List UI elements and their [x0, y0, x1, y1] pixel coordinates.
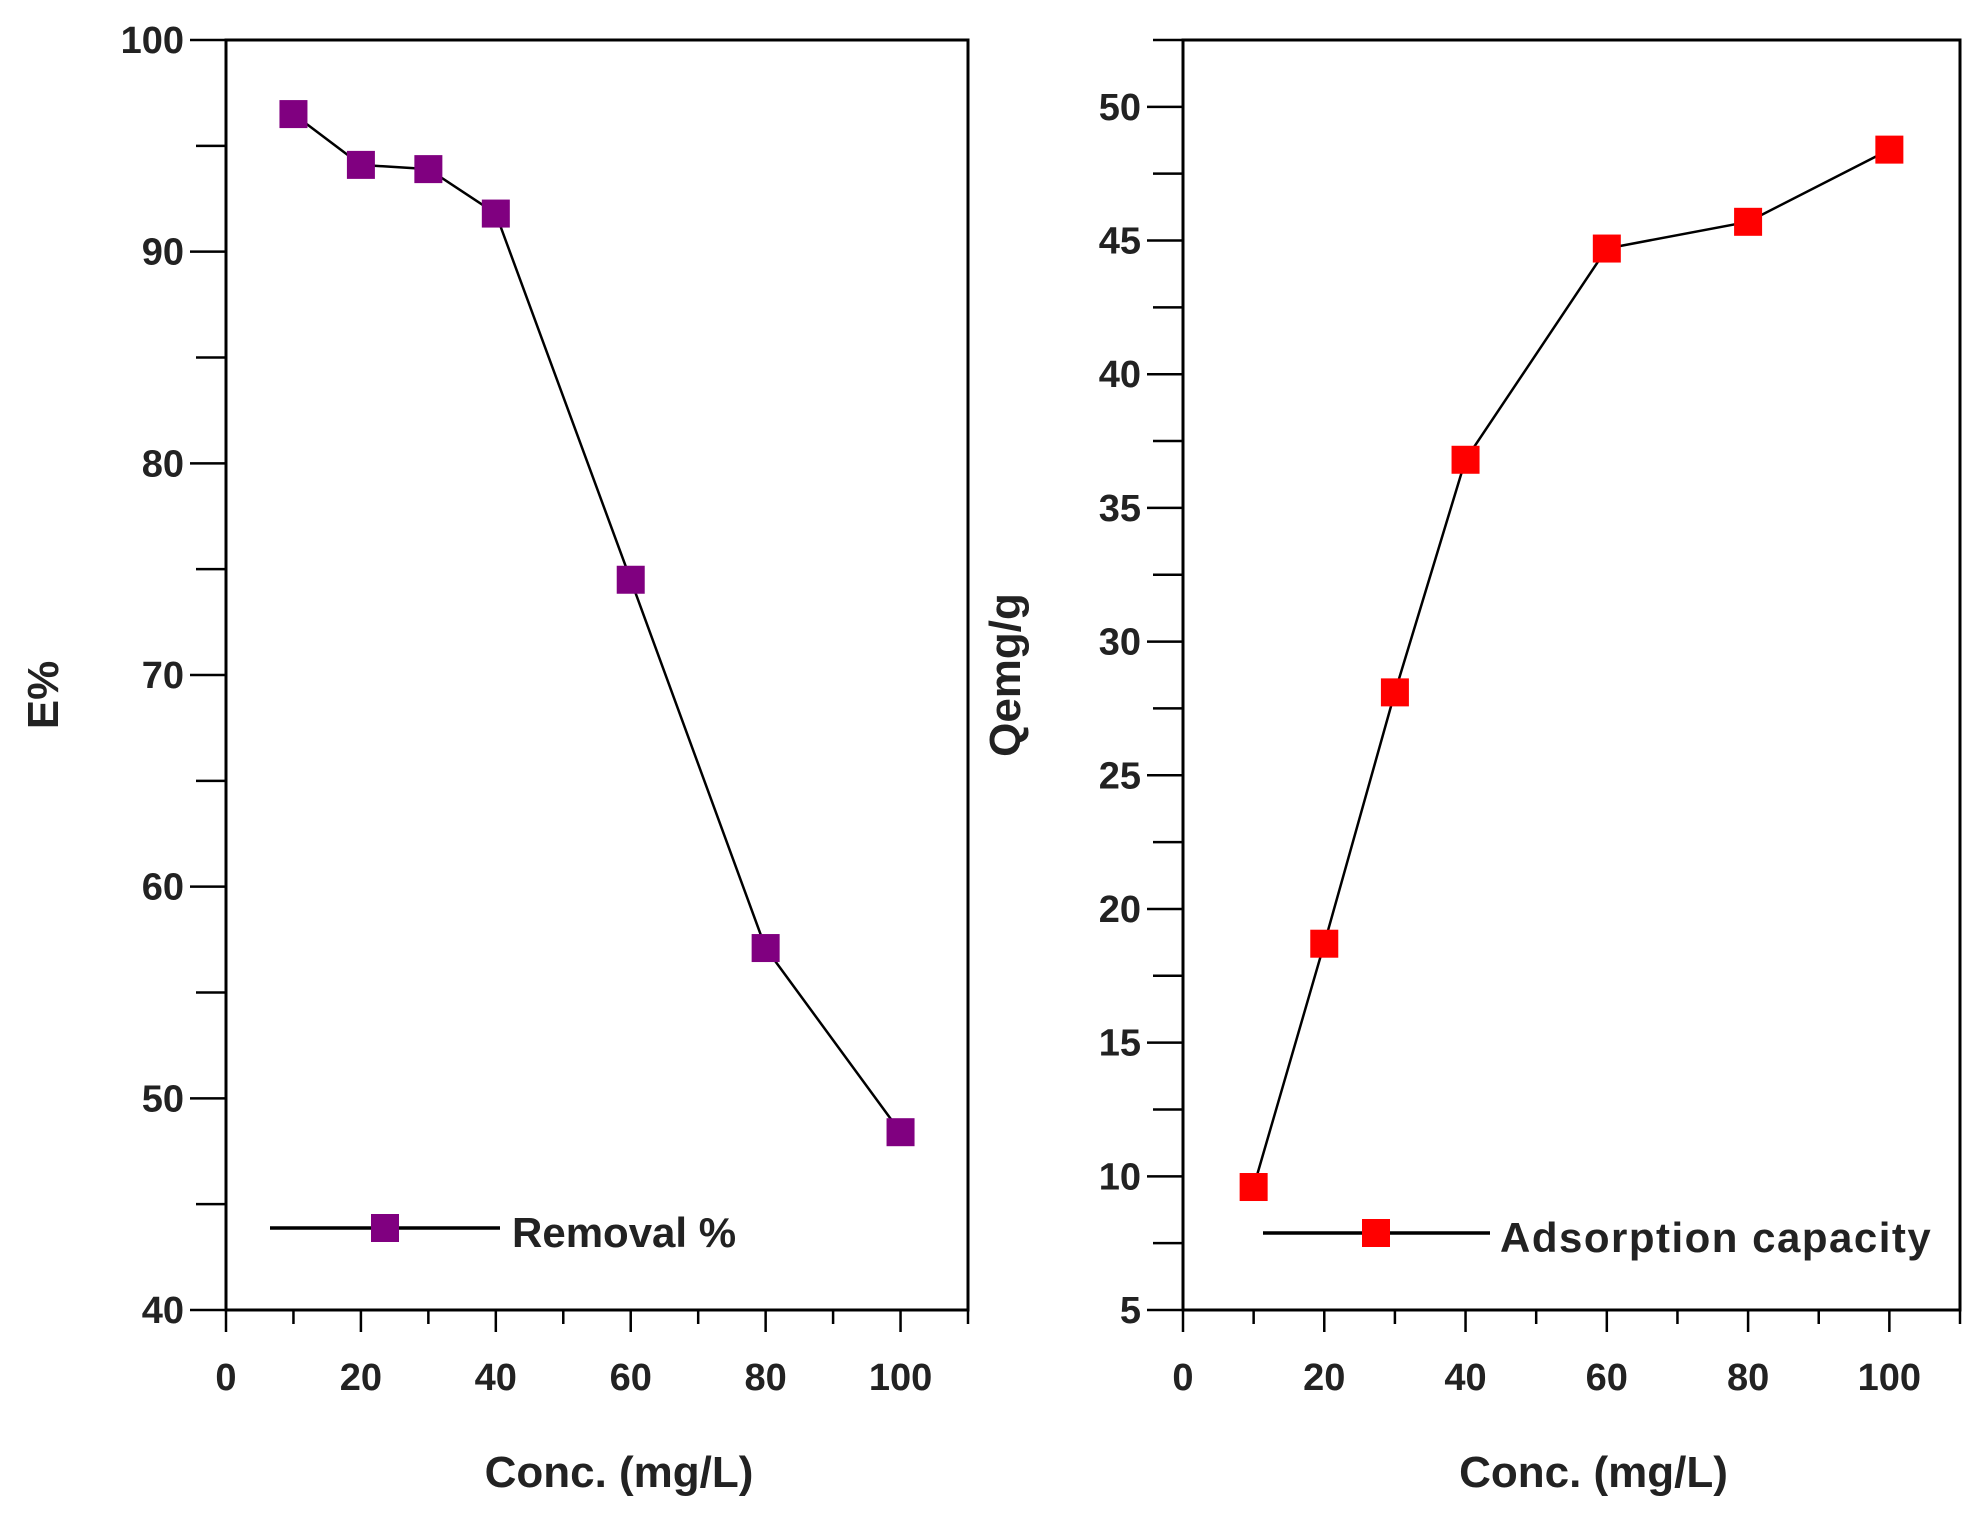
- data-point: [346, 150, 375, 179]
- data-point: [1310, 929, 1339, 958]
- y-tick-label: 5: [1120, 1290, 1141, 1332]
- y-tick-label: 35: [1099, 488, 1141, 530]
- x-tick-label: 0: [215, 1357, 236, 1399]
- legend-marker: [1362, 1219, 1390, 1247]
- y-tick-label: 80: [142, 443, 184, 485]
- y-tick-label: 90: [142, 232, 184, 274]
- x-tick-label: 60: [1586, 1357, 1628, 1399]
- y-tick-label: 100: [121, 20, 184, 62]
- y-tick-label: 60: [142, 867, 184, 909]
- y-tick-label: 20: [1099, 889, 1141, 931]
- data-point: [1451, 445, 1480, 474]
- y-tick-label: 45: [1099, 221, 1141, 263]
- data-point: [886, 1118, 915, 1147]
- y-tick-label: 30: [1099, 622, 1141, 664]
- data-point: [1734, 207, 1763, 236]
- data-point: [279, 100, 308, 129]
- y-tick-label: 25: [1099, 755, 1141, 797]
- x-tick-label: 60: [610, 1357, 652, 1399]
- data-point: [1875, 135, 1904, 164]
- removal-chart: 0 20 40 60 80 100 40 50 60 70 80 90 100 Conc. (mg/L) E…: [19, 20, 970, 1497]
- x-tick-label: 80: [1727, 1357, 1769, 1399]
- y-axis-title: E%: [19, 661, 68, 729]
- data-point: [481, 199, 510, 228]
- y-tick-label: 40: [1099, 354, 1141, 396]
- data-point: [1592, 234, 1621, 263]
- legend-label: Removal %: [512, 1209, 736, 1256]
- x-tick-label: 20: [340, 1357, 382, 1399]
- legend-label: Adsorption capacity: [1500, 1214, 1932, 1261]
- x-axis-title: Conc. (mg/L): [1459, 1448, 1728, 1497]
- y-tick-label: 50: [142, 1078, 184, 1120]
- x-axis-title: Conc. (mg/L): [485, 1448, 754, 1497]
- x-tick-label: 100: [1858, 1357, 1921, 1399]
- data-point: [414, 155, 443, 184]
- x-tick-label: 20: [1303, 1357, 1345, 1399]
- series-line-0: [292, 113, 902, 1133]
- data-point: [1380, 678, 1409, 707]
- y-tick-label: 15: [1099, 1023, 1141, 1065]
- x-tick-label: 40: [475, 1357, 517, 1399]
- y-tick-label: 70: [142, 655, 184, 697]
- series-line-0: [1252, 148, 1890, 1188]
- x-tick-label: 80: [744, 1357, 786, 1399]
- x-tick-label: 100: [869, 1357, 932, 1399]
- adsorption-chart: 0 20 40 60 80 100 5 10 15 20 25 30 35 40 45 50 Conc. (mg…: [981, 38, 1962, 1497]
- data-point: [1239, 1173, 1268, 1202]
- y-tick-label: 40: [142, 1290, 184, 1332]
- y-tick-label: 10: [1099, 1156, 1141, 1198]
- legend-marker: [371, 1214, 399, 1242]
- x-tick-label: 40: [1444, 1357, 1486, 1399]
- x-tick-label: 0: [1172, 1357, 1193, 1399]
- plot-frame: [224, 38, 970, 1312]
- data-point: [616, 565, 645, 594]
- y-axis-title: Qemg/g: [981, 593, 1030, 757]
- plot-frame: [1181, 38, 1962, 1312]
- data-point: [751, 934, 780, 963]
- y-tick-label: 50: [1099, 87, 1141, 129]
